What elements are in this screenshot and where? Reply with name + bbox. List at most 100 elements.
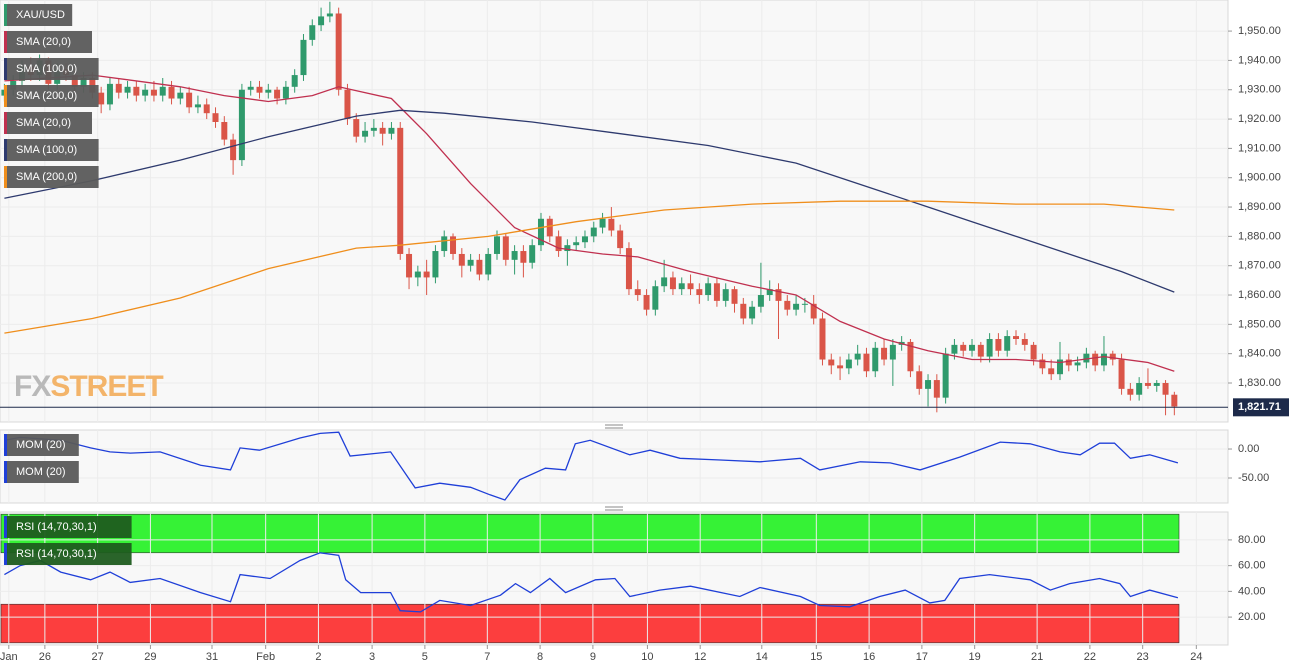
legend-box (4, 461, 79, 483)
candle-body (854, 353, 861, 360)
candle-body (1171, 394, 1178, 407)
legend-label: SMA (100,0) (16, 144, 77, 156)
y-tick-label: 1,830.00 (1238, 377, 1281, 389)
legend-box (4, 85, 99, 107)
candle-body (1039, 359, 1046, 369)
panel-handle[interactable] (605, 424, 623, 429)
candle-body (106, 83, 113, 105)
x-tick-label: 5 (422, 651, 428, 663)
candle-body (230, 139, 237, 161)
candle-body (916, 371, 923, 389)
candle-body (124, 86, 131, 93)
x-tick-label: 8 (537, 651, 543, 663)
candle-body (423, 271, 430, 278)
legend-box (4, 4, 73, 26)
candle-body (986, 339, 993, 357)
x-tick-label: 24 (1190, 651, 1202, 663)
candle-body (555, 236, 562, 252)
candle-body (1048, 368, 1055, 375)
candle-body (335, 13, 342, 90)
candle-body (608, 218, 615, 231)
y-tick-label: 40.00 (1238, 585, 1266, 597)
candle-body (194, 104, 201, 108)
candle-body (186, 92, 193, 108)
indicator-line (4, 431, 1179, 501)
y-tick-label: 1,870.00 (1238, 260, 1281, 272)
candle-body (1004, 336, 1011, 351)
candle-body (265, 89, 272, 93)
legend-label: RSI (14,70,30,1) (16, 548, 97, 560)
y-tick-label: 60.00 (1238, 560, 1266, 572)
candle-body (221, 121, 228, 140)
candle-body (326, 13, 333, 17)
candle-body (1118, 359, 1125, 389)
legend-label: SMA (100,0) (16, 63, 77, 75)
candle-body (661, 277, 668, 287)
candle-body (1144, 382, 1151, 386)
candle-body (238, 89, 245, 161)
candle-body (810, 303, 817, 319)
candle-body (406, 253, 413, 278)
candle-body (309, 25, 316, 40)
x-tick-label: 19 (969, 651, 981, 663)
candle-body (907, 341, 914, 372)
candle-body (353, 119, 360, 137)
candle-body (458, 253, 465, 266)
candle-body (837, 365, 844, 369)
rsi-band (0, 513, 1180, 554)
candle-body (678, 283, 685, 290)
legend-label: XAU/USD (16, 9, 65, 21)
candle-body (863, 353, 870, 372)
candle-body (784, 300, 791, 310)
candle-body (617, 230, 624, 249)
y-tick-label: 20.00 (1238, 611, 1266, 623)
candle-body (476, 259, 483, 275)
candle-body (432, 251, 439, 278)
candle-body (291, 75, 298, 87)
candle-body (300, 39, 307, 76)
panel-handle[interactable] (605, 506, 623, 511)
indicator-line (4, 109, 1175, 293)
candle-body (1021, 339, 1028, 345)
candle-body (362, 130, 369, 137)
candle-body (450, 236, 457, 254)
y-tick-label: 1,900.00 (1238, 172, 1281, 184)
x-tick-label: 21 (1031, 651, 1043, 663)
candle-body (203, 104, 210, 114)
candle-body (705, 283, 712, 296)
candle-body (494, 236, 501, 254)
candle-body (318, 16, 325, 26)
candle-body (757, 295, 764, 307)
candle-body (766, 289, 773, 296)
x-tick-label: 26 (39, 651, 51, 663)
legend-label: RSI (14,70,30,1) (16, 521, 97, 533)
candle-body (889, 344, 896, 360)
candle-body (370, 127, 377, 131)
x-tick-label: 27 (92, 651, 104, 663)
candle-body (775, 289, 782, 301)
candle-body (256, 86, 263, 93)
candle-body (388, 127, 395, 134)
legend-box (4, 166, 99, 188)
legend-box (4, 31, 92, 53)
y-tick-label: 80.00 (1238, 534, 1266, 546)
watermark-street: STREET (50, 370, 163, 403)
legend-marker (4, 4, 7, 26)
candle-body (1030, 344, 1037, 360)
last-price-label: 1,821.71 (1238, 401, 1281, 413)
legend-box (4, 58, 99, 80)
candle-body (590, 227, 597, 237)
x-tick-label: 31 (206, 651, 218, 663)
y-tick-label: 1,890.00 (1238, 201, 1281, 213)
candle-body (977, 344, 984, 357)
candle-body (1162, 382, 1169, 395)
legend-marker (4, 434, 7, 456)
candle-body (546, 218, 553, 237)
legend-label: SMA (200,0) (16, 90, 77, 102)
mom-panel (0, 429, 1229, 504)
candle-body (643, 295, 650, 310)
x-tick-label: 9 (590, 651, 596, 663)
candle-body (168, 86, 175, 99)
